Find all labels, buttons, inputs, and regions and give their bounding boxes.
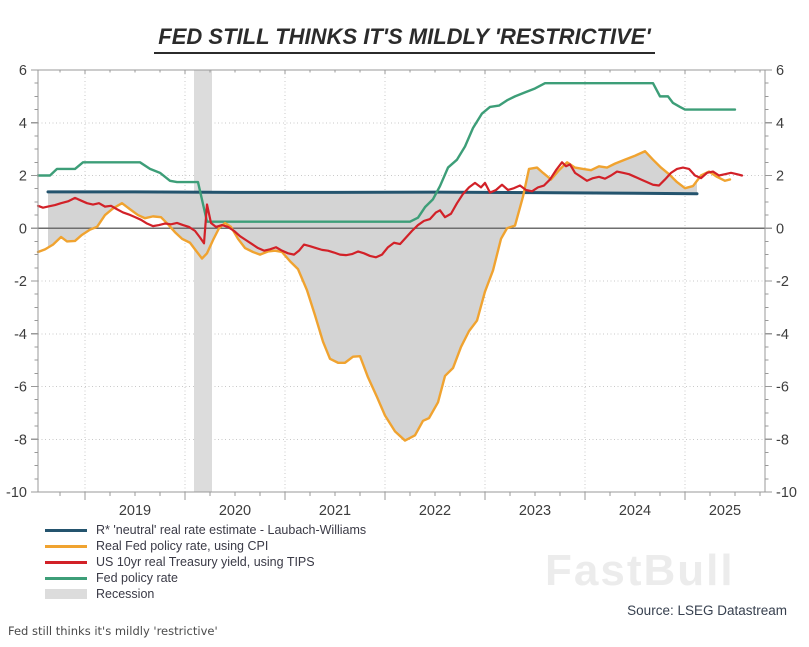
- chart-title-text: FED STILL THINKS IT'S MILDLY 'RESTRICTIV…: [154, 24, 655, 54]
- legend-swatch-fed-policy-rate: [45, 576, 87, 580]
- y-tick-label-left: -2: [14, 274, 27, 290]
- legend-label-real-fed-policy-rate: Real Fed policy rate, using CPI: [96, 539, 269, 553]
- y-tick-label-right: 0: [776, 221, 784, 237]
- x-tick-label: 2019: [119, 503, 151, 519]
- y-tick-label-left: 6: [19, 63, 27, 79]
- legend-item-tips-yield: US 10yr real Treasury yield, using TIPS: [45, 554, 366, 570]
- y-tick-label-left: -6: [14, 380, 27, 396]
- legend-swatch-tips-yield: [45, 560, 87, 564]
- x-tick-label: 2022: [419, 503, 451, 519]
- legend: R* 'neutral' real rate estimate - Laubac…: [45, 522, 366, 602]
- bottom-caption: Fed still thinks it's mildly 'restrictiv…: [8, 624, 218, 638]
- recession-band: [194, 70, 212, 492]
- watermark: FastBull: [545, 546, 735, 595]
- legend-label-recession: Recession: [96, 587, 155, 601]
- y-tick-label-left: 2: [19, 169, 27, 185]
- source-credit: Source: LSEG Datastream: [627, 603, 787, 618]
- y-tick-label-left: 0: [19, 221, 27, 237]
- series-line-2: [36, 161, 744, 259]
- y-tick-label-left: 4: [19, 116, 27, 132]
- y-tick-label-right: 4: [776, 116, 784, 132]
- legend-label-r-star: R* 'neutral' real rate estimate - Laubac…: [96, 523, 367, 537]
- x-tick-label: 2020: [219, 503, 251, 519]
- series-line-3: [36, 81, 737, 223]
- legend-swatch-real-fed-policy-rate: [45, 544, 87, 548]
- legend-swatch-recession: [45, 589, 87, 599]
- x-tick-label: 2023: [519, 503, 551, 519]
- legend-item-real-fed-policy-rate: Real Fed policy rate, using CPI: [45, 538, 366, 554]
- y-tick-label-right: 6: [776, 63, 784, 79]
- x-tick-label: 2024: [619, 503, 651, 519]
- y-tick-label-right: -4: [776, 327, 789, 343]
- y-tick-label-right: -10: [776, 485, 797, 501]
- legend-label-tips-yield: US 10yr real Treasury yield, using TIPS: [96, 555, 315, 569]
- legend-label-fed-policy-rate: Fed policy rate: [96, 571, 178, 585]
- y-tick-label-right: -8: [776, 432, 789, 448]
- legend-swatch-r-star: [45, 528, 87, 532]
- legend-item-recession: Recession: [45, 586, 366, 602]
- legend-item-fed-policy-rate: Fed policy rate: [45, 570, 366, 586]
- y-tick-label-right: -2: [776, 274, 789, 290]
- series-line-0: [46, 190, 699, 196]
- chart-title: FED STILL THINKS IT'S MILDLY 'RESTRICTIV…: [0, 24, 809, 54]
- policy-gap-fill: [48, 151, 697, 441]
- y-tick-label-left: -8: [14, 432, 27, 448]
- y-tick-label-left: -4: [14, 327, 27, 343]
- y-tick-label-left: -10: [6, 485, 27, 501]
- y-tick-label-right: -6: [776, 380, 789, 396]
- x-tick-label: 2025: [709, 503, 741, 519]
- x-tick-label: 2021: [319, 503, 351, 519]
- y-tick-label-right: 2: [776, 169, 784, 185]
- series-line-1: [36, 150, 732, 442]
- legend-item-r-star: R* 'neutral' real rate estimate - Laubac…: [45, 522, 366, 538]
